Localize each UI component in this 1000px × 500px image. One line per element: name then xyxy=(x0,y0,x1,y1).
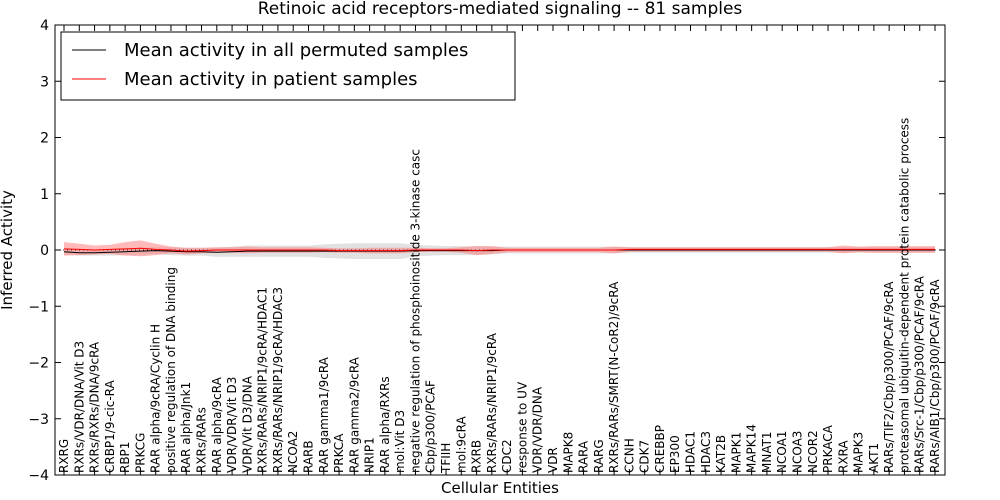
y-tick-label: 0 xyxy=(40,243,49,259)
entity-label: response to UV xyxy=(515,381,529,473)
entity-label: RXRB xyxy=(470,440,484,473)
y-tick-label: 4 xyxy=(40,18,49,34)
patient-band xyxy=(64,240,935,257)
entity-label: NCOA3 xyxy=(790,431,804,473)
entity-label: VDR/VDR/Vit D3 xyxy=(225,377,239,473)
entity-label: PRKCA xyxy=(332,433,346,473)
y-tick-label: −4 xyxy=(28,468,49,484)
entity-label: RXRA xyxy=(836,440,850,473)
entity-label: RXRs/RARs/SMRT(N-CoR2)/9cRA xyxy=(607,281,621,473)
entity-label: RAR alpha/9cRA xyxy=(210,376,224,473)
entity-label: positive regulation of DNA binding xyxy=(164,267,178,473)
entity-label: MAPK14 xyxy=(745,424,759,473)
entity-label: MNAT1 xyxy=(760,431,774,473)
y-tick-label: 1 xyxy=(40,187,49,203)
entity-label: NCOA2 xyxy=(286,431,300,473)
entity-label: mol:9cRA xyxy=(454,416,468,473)
entity-label: RXRs/VDR/DNA/Vit D3 xyxy=(72,341,86,473)
legend-label-permuted: Mean activity in all permuted samples xyxy=(124,40,468,61)
entity-label: RARs/AIB1/Cbp/p300/PCAF/9cRA xyxy=(928,279,942,473)
entity-label: KAT2B xyxy=(714,435,728,473)
entity-label: RAR alpha/Jnk1 xyxy=(179,382,193,473)
entity-label: RARA xyxy=(577,440,591,473)
entity-label: MAPK3 xyxy=(852,432,866,473)
entity-label: RXRs/RXRs/DNA/9cRA xyxy=(88,341,102,473)
entity-label: mol:Vit D3 xyxy=(393,410,407,473)
entity-label: NRIP1 xyxy=(363,437,377,473)
entity-label: HDAC1 xyxy=(684,431,698,473)
entity-label: VDR xyxy=(546,447,560,473)
entity-label: VDR/VDR/DNA xyxy=(531,386,545,473)
entity-label: RBP1 xyxy=(118,442,132,473)
legend-box xyxy=(60,31,516,101)
entity-label: RXRs/RARs xyxy=(195,407,209,473)
entity-label: MAPK8 xyxy=(561,432,575,473)
entity-label: TFIIH xyxy=(439,443,453,474)
entity-label: AKT1 xyxy=(867,443,881,473)
entity-label: RXRG xyxy=(57,439,71,473)
y-tick-label: −1 xyxy=(28,299,49,315)
entity-label: RARB xyxy=(301,440,315,473)
entity-label: RARs/Src-1/Cbp/p300/PCAF/9cRA xyxy=(913,275,927,473)
chart-title: Retinoic acid receptors-mediated signali… xyxy=(258,0,743,19)
y-tick-label: 3 xyxy=(40,74,49,90)
y-tick-label: −3 xyxy=(28,412,49,428)
entity-label: RAR gamma2/9cRA xyxy=(347,356,361,473)
entity-label: MAPK1 xyxy=(729,432,743,473)
entity-label: PRKACA xyxy=(821,424,835,473)
entity-label: RAR gamma1/9cRA xyxy=(317,356,331,473)
entity-label: CCNH xyxy=(622,438,636,473)
y-tick-label: 2 xyxy=(40,131,49,147)
entity-label: RXRs/RARs/NRIP1/9cRA/HDAC1 xyxy=(256,287,270,473)
entity-label: PRKCG xyxy=(133,433,147,473)
entity-label: RAR alpha/9cRA/Cyclin H xyxy=(149,324,163,473)
entity-label: CREBBP xyxy=(653,425,667,473)
patient-mean-line xyxy=(63,247,935,252)
entity-label: CDK7 xyxy=(638,440,652,473)
entity-label: HDAC3 xyxy=(699,431,713,473)
entity-label: EP300 xyxy=(668,435,682,473)
entity-label: Cbp/p300/PCAF xyxy=(424,380,438,473)
entity-label: RXRs/RARs/NRIP1/9cRA/HDAC3 xyxy=(271,287,285,473)
entity-label: negative regulation of phosphoinositide … xyxy=(408,149,422,473)
entity-label: NCOA1 xyxy=(775,431,789,473)
entity-label: NCOR2 xyxy=(806,430,820,473)
entity-label: proteasomal ubiquitin-dependent protein … xyxy=(897,118,911,473)
entity-label: RAR alpha/RXRs xyxy=(378,376,392,473)
entity-label: VDR/Vit D3/DNA xyxy=(240,375,254,473)
legend: Mean activity in all permuted samples Me… xyxy=(60,31,516,101)
legend-label-patient: Mean activity in patient samples xyxy=(124,69,418,90)
entity-label: RARs/TIF2/Cbp/p300/PCAF/9cRA xyxy=(882,281,896,473)
entity-label: RARG xyxy=(592,439,606,473)
x-axis-label: Cellular Entities xyxy=(441,479,559,497)
y-axis-label: Inferred Activity xyxy=(0,190,16,310)
entity-label: RXRs/RARs/NRIP1/9cRA xyxy=(485,332,499,473)
entity-label: CRBP1/9-cic-RA xyxy=(103,379,117,473)
entity-label: CDC2 xyxy=(500,439,514,473)
y-tick-label: −2 xyxy=(28,356,49,372)
